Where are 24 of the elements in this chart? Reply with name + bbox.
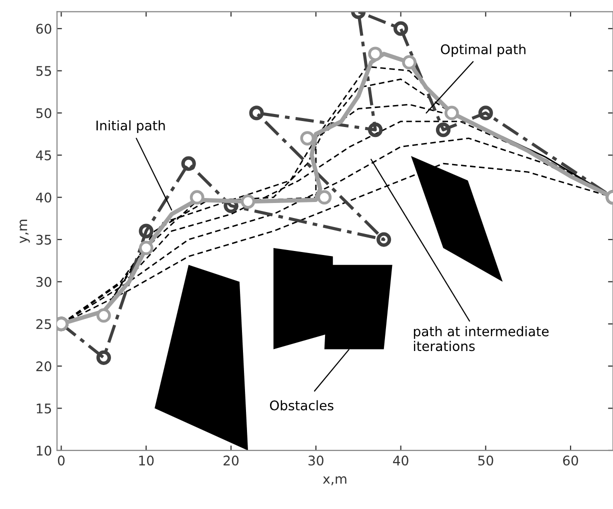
x-tick-label: 0 [58,456,65,466]
y-tick-label: 30 [36,276,52,287]
annotation: Optimal path [440,44,526,57]
y-axis-title: y,m [20,220,30,244]
y-tick-label: 15 [36,404,51,414]
x-tick-label: 50 [478,456,494,466]
annotation: Obstacles [270,400,334,410]
x-tick-label: 60 [563,456,578,466]
x-tick-label: 40 [393,456,408,466]
x-tick-label: 30 [308,456,324,466]
y-tick-label: 35 [36,234,51,245]
x-tick-label: 20 [224,456,239,466]
annotation: path at intermediate iterations [414,326,549,352]
y-tick-label: 55 [36,66,51,76]
y-tick-label: 10 [36,446,52,456]
y-tick-label: 45 [36,150,51,160]
y-tick-label: 20 [36,361,52,372]
x-axis-title: x,m [322,476,346,486]
y-tick-label: 25 [36,319,51,330]
x-tick-label: 10 [139,456,154,466]
y-tick-label: 40 [36,192,52,203]
annotation: Initial path [96,120,165,134]
y-tick-label: 60 [36,24,52,34]
y-tick-label: 50 [36,108,52,118]
